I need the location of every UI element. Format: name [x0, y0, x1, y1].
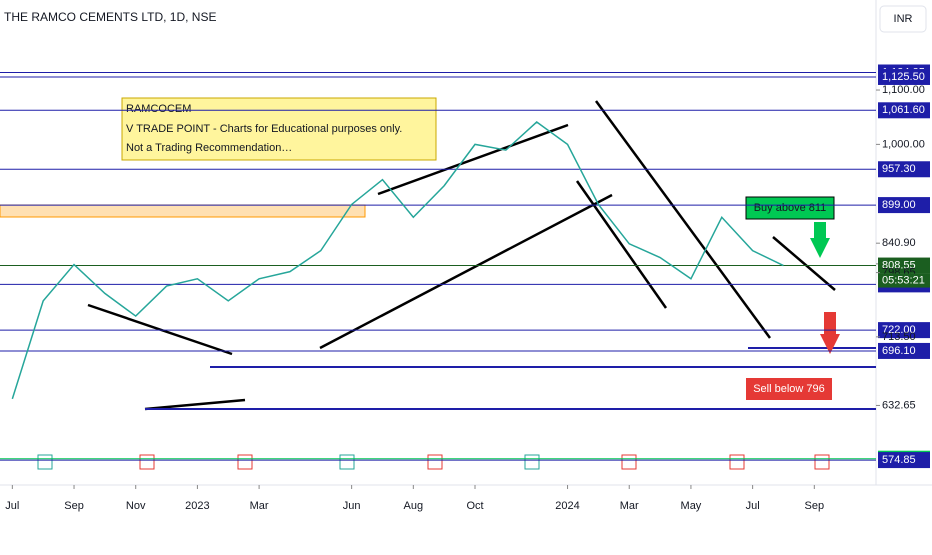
- price-label-bg: [878, 197, 930, 214]
- x-tick-label: 2023: [185, 500, 209, 512]
- price-label-bg: [878, 68, 930, 85]
- price-label: 1,061.60: [882, 104, 925, 116]
- zone: [0, 204, 366, 218]
- buy-label: Buy above 811: [754, 202, 827, 214]
- sell-box: [746, 378, 832, 400]
- x-tick-label: Oct: [466, 500, 483, 512]
- price-label: 696.10: [882, 345, 916, 357]
- currency-button[interactable]: [879, 5, 927, 33]
- countdown-bg: [878, 273, 930, 288]
- x-tick-label: Mar: [620, 500, 639, 512]
- price-line: [11, 121, 784, 400]
- price-label: 1,100.00: [882, 84, 925, 96]
- price-label-bg: [878, 257, 930, 274]
- price-label-bg: [878, 161, 930, 178]
- buy-box: [745, 196, 835, 220]
- price-label: 1,000.00: [882, 138, 925, 150]
- price-label: 899.00: [882, 199, 916, 211]
- x-tick-label: Mar: [250, 500, 269, 512]
- note: V TRADE POINT - Charts for Educational p…: [126, 123, 402, 135]
- x-tick-label: May: [681, 500, 702, 512]
- price-label: 808.55: [882, 259, 916, 271]
- down-arrow: [820, 312, 840, 354]
- price-label-bg: [878, 342, 930, 359]
- countdown: 05:53:21: [882, 274, 925, 286]
- price-label-bg: [878, 322, 930, 339]
- trend-lines: [87, 100, 836, 411]
- x-tick-label: Sep: [805, 500, 825, 512]
- x-tick-label: Nov: [126, 500, 146, 512]
- currency[interactable]: INR: [894, 13, 913, 25]
- up-arrow: [810, 222, 830, 258]
- x-tick-label: Jul: [5, 500, 19, 512]
- price-label: 722.00: [882, 324, 916, 336]
- price-label: 713.50: [882, 331, 916, 343]
- note: RAMCOCEM: [126, 103, 191, 115]
- price-label: 840.90: [882, 237, 916, 249]
- sell-label: Sell below 796: [753, 383, 825, 395]
- price-label-bg: [878, 102, 930, 119]
- x-tick-label: Sep: [64, 500, 84, 512]
- price-label: 574.85: [882, 454, 916, 466]
- x-tick-label: Aug: [404, 500, 424, 512]
- note-box: [121, 97, 437, 161]
- note: Not a Trading Recommendation…: [126, 142, 292, 154]
- price-label: 632.65: [882, 399, 916, 411]
- x-tick-label: Jun: [343, 500, 361, 512]
- price-label: 957.30: [882, 163, 916, 175]
- price-label: 1,125.50: [882, 71, 925, 83]
- x-tick-label: 2024: [555, 500, 579, 512]
- price-label-bg: [878, 452, 930, 469]
- x-tick-label: Jul: [746, 500, 760, 512]
- title: THE RAMCO CEMENTS LTD, 1D, NSE: [4, 10, 216, 24]
